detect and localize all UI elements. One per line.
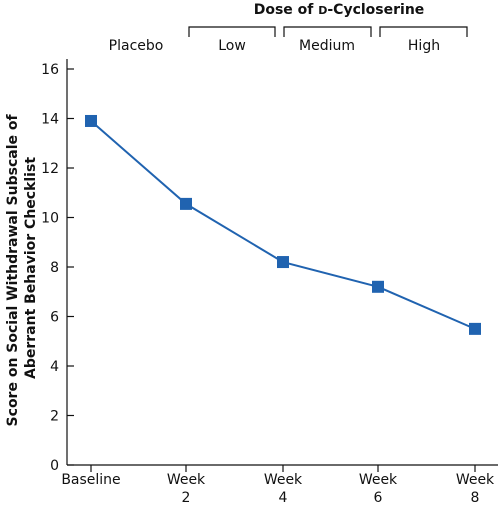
x-tick-label: Week — [359, 472, 398, 488]
x-tick-label-line2: 2 — [182, 490, 191, 505]
y-tick-label: 4 — [50, 359, 59, 375]
y-tick-label: 14 — [41, 112, 59, 128]
data-point-marker — [85, 114, 97, 127]
x-tick-label: Baseline — [61, 472, 120, 488]
phase-label-medium: Medium — [299, 38, 355, 54]
y-tick-label: 8 — [50, 260, 59, 276]
x-tick-label-line2: 6 — [374, 490, 383, 505]
phase-label-placebo: Placebo — [109, 38, 164, 54]
x-tick-label-line2: 8 — [471, 490, 480, 505]
y-tick-label: 16 — [41, 62, 59, 78]
bracket-low — [188, 26, 276, 37]
bracket-medium — [283, 26, 372, 37]
x-tick-label: Week — [456, 472, 495, 488]
data-point-marker — [277, 256, 289, 269]
x-tick-label-line2: 4 — [279, 490, 288, 505]
y-tick-label: 10 — [41, 211, 59, 227]
x-tick-label: Week — [167, 472, 206, 488]
data-point-marker — [372, 280, 384, 293]
y-ticks: 0 2 4 6 8 10 12 14 16 — [41, 62, 74, 474]
phase-label-low: Low — [218, 38, 246, 54]
x-tick-label: Week — [264, 472, 303, 488]
y-tick-label: 6 — [50, 310, 59, 326]
y-axis-label: Score on Social Withdrawal Subscale of A… — [5, 110, 39, 427]
data-point-marker — [469, 322, 481, 335]
y-tick-label: 2 — [50, 409, 59, 425]
bracket-high — [379, 26, 468, 37]
series-line — [90, 120, 476, 330]
dose-title: Dose of D-Cycloserine — [254, 2, 425, 18]
dose-brackets — [188, 26, 468, 37]
data-point-marker — [180, 197, 192, 210]
y-tick-label: 12 — [41, 161, 59, 177]
x-ticks: Baseline Week 2 Week 4 Week 6 Week 8 — [61, 465, 495, 505]
series-markers — [85, 114, 481, 335]
y-tick-label: 0 — [50, 458, 59, 474]
phase-label-high: High — [408, 38, 440, 54]
